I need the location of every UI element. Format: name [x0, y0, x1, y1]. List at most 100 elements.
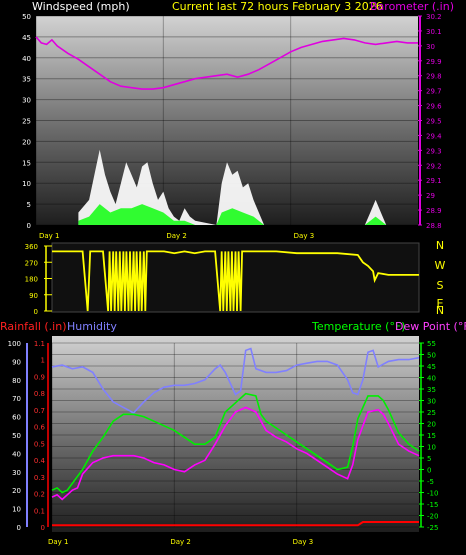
direction-tick-label: 360: [25, 243, 38, 251]
temp-tick-label: 50: [427, 352, 436, 360]
humidity-tick-label: 90: [12, 358, 21, 366]
humidity-tick-label: 20: [12, 487, 21, 495]
humidity-tick-label: 100: [8, 340, 21, 348]
humidity-tick-label: 30: [12, 469, 21, 477]
temp-tick-label: 0: [427, 467, 431, 475]
series-layer: [35, 36, 420, 527]
baro-tick-label: 29.3: [426, 147, 442, 155]
baro-title: Barometer (.in): [370, 0, 454, 13]
wind-tick-label: 30: [22, 97, 31, 105]
temp-tick-label: -5: [427, 478, 434, 486]
rain-tick-label: 0.8: [34, 390, 45, 398]
temp-tick-label: -10: [427, 490, 438, 498]
wind-tick-label: 10: [22, 180, 31, 188]
wind-tick-label: 15: [22, 159, 31, 167]
temp-tick-label: 45: [427, 363, 436, 371]
rain-tick-label: 0.9: [34, 373, 45, 381]
baro-tick-label: 29.7: [426, 88, 442, 96]
rain-tick-label: 0.4: [34, 457, 46, 465]
compass-n-top: N: [436, 239, 444, 252]
wind-tick-label: 25: [22, 118, 31, 126]
climate-day-label: Day 1: [48, 538, 69, 546]
temperature-title: Temperature (°F): [311, 320, 406, 333]
baro-tick-label: 29.2: [426, 162, 442, 170]
wind-gust-area: [78, 149, 387, 225]
temp-tick-label: 40: [427, 375, 436, 383]
baro-tick-label: 29.6: [426, 103, 442, 111]
baro-tick-label: 29.8: [426, 73, 442, 81]
rain-tick-label: 0: [41, 524, 45, 532]
direction-tick-label: 90: [29, 292, 38, 300]
baro-tick-label: 29.9: [426, 58, 442, 66]
temp-tick-label: 5: [427, 455, 431, 463]
direction-line: [52, 250, 419, 312]
wind-tick-label: 45: [22, 34, 31, 42]
axes-layer: 0510152025303540455028.828.92929.129.229…: [8, 13, 443, 546]
baro-tick-label: 29.5: [426, 118, 442, 126]
wind-tick-label: 40: [22, 55, 31, 63]
rain-tick-label: 0.3: [34, 474, 45, 482]
rain-tick-label: 1: [41, 357, 45, 365]
baro-tick-label: 29.1: [426, 177, 442, 185]
rain-tick-label: 0.2: [34, 491, 45, 499]
humidity-tick-label: 0: [17, 524, 21, 532]
humidity-tick-label: 60: [12, 414, 21, 422]
direction-tick-label: 270: [25, 259, 38, 267]
baro-tick-label: 30.1: [426, 28, 442, 36]
wind-day-label: Day 1: [39, 232, 60, 240]
humidity-tick-label: 10: [12, 506, 21, 514]
temp-tick-label: 25: [427, 409, 436, 417]
climate-plot-background: [52, 336, 419, 532]
rainfall-line: [52, 521, 419, 527]
grid-layer: [35, 15, 419, 528]
humidity-title: Humidity: [67, 320, 117, 333]
wind-day-label: Day 2: [166, 232, 187, 240]
direction-tick-label: 0: [34, 308, 38, 316]
baro-tick-label: 28.8: [426, 222, 442, 230]
wind-avg-area: [78, 204, 387, 225]
baro-tick-label: 29: [426, 192, 435, 200]
dewpoint-title: Dew Point (°F): [395, 320, 466, 333]
rain-title: Rainfall (.in): [0, 320, 67, 333]
rain-tick-label: 0.5: [34, 440, 45, 448]
temp-tick-label: 30: [427, 398, 436, 406]
humidity-tick-label: 80: [12, 377, 21, 385]
temp-tick-label: 15: [427, 432, 436, 440]
wind-day-label: Day 3: [294, 232, 315, 240]
compass-n-bottom: N: [436, 304, 444, 317]
compass-e: E: [437, 297, 444, 310]
baro-tick-label: 29.4: [426, 132, 442, 140]
baro-tick-label: 30: [426, 43, 435, 51]
rain-tick-label: 0.1: [34, 507, 45, 515]
humidity-tick-label: 50: [12, 432, 21, 440]
temp-tick-label: -25: [427, 524, 438, 532]
wind-tick-label: 20: [22, 138, 31, 146]
rain-tick-label: 0.7: [34, 407, 45, 415]
climate-day-label: Day 3: [293, 538, 314, 546]
temp-tick-label: 10: [427, 444, 436, 452]
temperature-line: [51, 392, 420, 494]
climate-day-label: Day 2: [170, 538, 191, 546]
baro-line: [35, 36, 418, 90]
rain-tick-label: 0.6: [34, 424, 46, 432]
wind-tick-label: 5: [27, 201, 31, 209]
humidity-tick-label: 70: [12, 395, 21, 403]
compass-s: S: [437, 279, 444, 292]
temp-tick-label: 35: [427, 386, 436, 394]
compass-w: W: [435, 259, 446, 272]
wind-tick-label: 0: [27, 222, 31, 230]
wind-tick-label: 35: [22, 76, 31, 84]
temp-tick-label: 20: [427, 421, 436, 429]
baro-tick-label: 30.2: [426, 13, 442, 21]
rain-tick-label: 1.1: [34, 340, 45, 348]
temp-tick-label: 55: [427, 340, 436, 348]
current-title: Current last 72 hours February 3 2026: [172, 0, 383, 13]
temp-tick-label: -20: [427, 513, 438, 521]
wind-tick-label: 50: [22, 13, 31, 21]
direction-tick-label: 180: [25, 276, 38, 284]
humidity-tick-label: 40: [12, 450, 21, 458]
baro-tick-label: 28.9: [426, 207, 442, 215]
humidity-line: [51, 347, 420, 414]
